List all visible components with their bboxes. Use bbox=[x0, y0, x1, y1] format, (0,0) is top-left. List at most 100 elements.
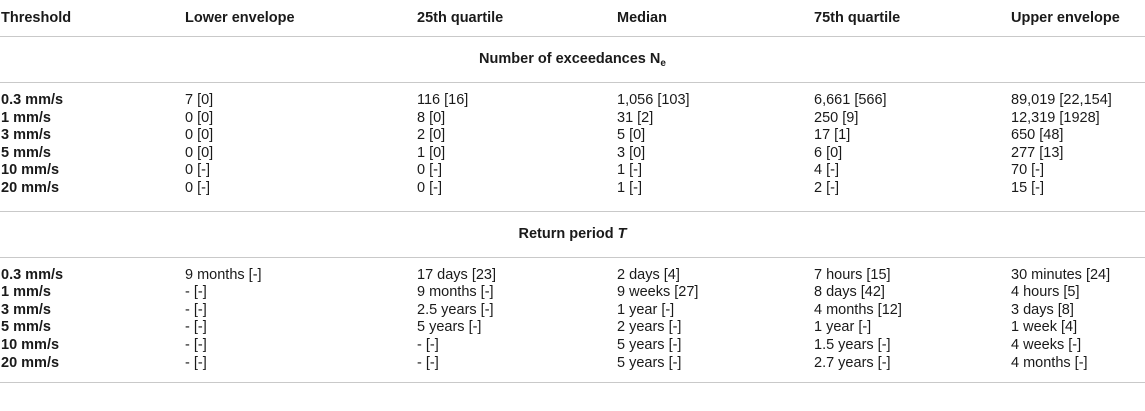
table-cell: 2 years [-] bbox=[617, 319, 682, 336]
table-cell: - [-] bbox=[417, 354, 439, 371]
table-row: 3 mm/s 0 [0] 2 [0] 5 [0] 17 [1] 650 [48] bbox=[0, 127, 1145, 145]
table-cell: 6 [0] bbox=[814, 144, 843, 161]
table-cell: 0.3 mm/s bbox=[1, 92, 64, 108]
table-cell: 5 mm/s bbox=[1, 319, 51, 336]
table-cell: 2 [0] bbox=[417, 127, 446, 144]
table-cell: 10 mm/s bbox=[1, 336, 60, 353]
table-cell: 20 mm/s bbox=[1, 179, 60, 196]
table-cell: 6,661 [566] bbox=[814, 92, 887, 108]
table-cell: 1 year [-] bbox=[814, 319, 872, 336]
table-row: 5 mm/s 0 [0] 1 [0] 3 [0] 6 [0] 277 [13] bbox=[0, 145, 1145, 163]
table-cell: 5 years [-] bbox=[617, 336, 682, 353]
table-cell: 2 days [4] bbox=[617, 266, 680, 283]
section-title-row: Number of exceedances Ne bbox=[0, 36, 1145, 83]
table-cell: 1 [-] bbox=[617, 179, 642, 196]
table-cell: 5 years [-] bbox=[617, 354, 682, 371]
table-cell: 5 mm/s bbox=[1, 144, 51, 161]
table-cell: 0 [0] bbox=[185, 144, 214, 161]
table-cell: - [-] bbox=[185, 284, 207, 301]
header-median: Median bbox=[617, 0, 814, 37]
table-row: 1 mm/s - [-] 9 months [-] 9 weeks [27] 8… bbox=[0, 284, 1145, 302]
table-cell: 15 [-] bbox=[1011, 179, 1045, 196]
table-cell: 5 [0] bbox=[617, 127, 646, 144]
table-cell: 8 [0] bbox=[417, 109, 446, 126]
header-25th-quartile: 25th quartile bbox=[417, 0, 617, 37]
table-cell: 5 years [-] bbox=[417, 319, 482, 336]
section-title-italic: T bbox=[617, 226, 627, 243]
table-row: 10 mm/s 0 [-] 0 [-] 1 [-] 4 [-] 70 [-] bbox=[0, 162, 1145, 180]
header-threshold: Threshold bbox=[0, 0, 185, 37]
table-cell: 17 days [23] bbox=[417, 266, 496, 283]
header-row: Threshold Lower envelope 25th quartile M… bbox=[0, 0, 1145, 37]
table-cell: - [-] bbox=[185, 301, 207, 318]
table-cell: - [-] bbox=[185, 319, 207, 336]
table-cell: 70 [-] bbox=[1011, 162, 1045, 179]
table-cell: 12,319 [1928] bbox=[1011, 109, 1100, 126]
table-row: 1 mm/s 0 [0] 8 [0] 31 [2] 250 [9] 12,319… bbox=[0, 110, 1145, 128]
table-cell: 650 [48] bbox=[1011, 127, 1064, 144]
table-cell: 3 [0] bbox=[617, 144, 646, 161]
table-cell: 0 [0] bbox=[185, 127, 214, 144]
table-cell: - [-] bbox=[185, 336, 207, 353]
results-table: Threshold Lower envelope 25th quartile M… bbox=[0, 0, 1145, 384]
table-cell: 0 [-] bbox=[417, 179, 442, 196]
table-cell: 0 [-] bbox=[185, 179, 210, 196]
table-cell: 1.5 years [-] bbox=[814, 336, 891, 353]
table-cell: 2.5 years [-] bbox=[417, 301, 494, 318]
table-cell: 2 [-] bbox=[814, 179, 839, 196]
table-cell: 3 mm/s bbox=[1, 127, 51, 144]
table-cell: 116 [16] bbox=[417, 92, 469, 108]
header-lower-envelope: Lower envelope bbox=[185, 0, 417, 37]
table-cell: 89,019 [22,154] bbox=[1011, 92, 1112, 108]
table-row: 0.3 mm/s 7 [0] 116 [16] 1,056 [103] 6,66… bbox=[0, 92, 1145, 110]
table-cell: 1 year [-] bbox=[617, 301, 675, 318]
table-cell: 0.3 mm/s bbox=[1, 266, 64, 283]
table-cell: 30 minutes [24] bbox=[1011, 266, 1111, 283]
table-cell: 31 [2] bbox=[617, 109, 654, 126]
table-row: 0.3 mm/s 9 months [-] 17 days [23] 2 day… bbox=[0, 267, 1145, 285]
table-cell: 0 [-] bbox=[417, 162, 442, 179]
table-cell: 20 mm/s bbox=[1, 354, 60, 371]
table-cell: 9 months [-] bbox=[417, 284, 494, 301]
table-cell: - [-] bbox=[185, 354, 207, 371]
table-cell: 17 [1] bbox=[814, 127, 851, 144]
table-cell: 7 hours [15] bbox=[814, 266, 891, 283]
table-cell: 4 months [-] bbox=[1011, 354, 1088, 371]
table-cell: 1 week [4] bbox=[1011, 319, 1078, 336]
header-75th-quartile: 75th quartile bbox=[814, 0, 1011, 37]
table-cell: 1 [-] bbox=[617, 162, 642, 179]
table-cell: 277 [13] bbox=[1011, 144, 1064, 161]
table-cell: 8 days [42] bbox=[814, 284, 885, 301]
table-cell: 1 mm/s bbox=[1, 109, 51, 126]
section-title-return-period: Return period T bbox=[0, 211, 1145, 258]
table-cell: 1,056 [103] bbox=[617, 92, 690, 108]
table-cell: 2.7 years [-] bbox=[814, 354, 891, 371]
table-cell: 7 [0] bbox=[185, 92, 214, 108]
table-cell: 9 months [-] bbox=[185, 266, 262, 283]
section-title-row: Return period T bbox=[0, 211, 1145, 258]
table-cell: 4 months [12] bbox=[814, 301, 902, 318]
table-cell: 9 weeks [27] bbox=[617, 284, 699, 301]
section-title-text: Return period bbox=[518, 226, 618, 243]
table-cell: 4 hours [5] bbox=[1011, 284, 1080, 301]
table-cell: 3 days [8] bbox=[1011, 301, 1074, 318]
table-cell: 10 mm/s bbox=[1, 162, 60, 179]
header-upper-envelope: Upper envelope bbox=[1011, 0, 1145, 37]
section-title-text: Number of exceedances N bbox=[479, 50, 661, 67]
section-title-exceedances: Number of exceedances Ne bbox=[0, 36, 1145, 83]
section-title-subscript: e bbox=[660, 57, 666, 69]
table-row: 3 mm/s - [-] 2.5 years [-] 1 year [-] 4 … bbox=[0, 302, 1145, 320]
table-cell: 4 weeks [-] bbox=[1011, 336, 1082, 353]
table-cell: 0 [-] bbox=[185, 162, 210, 179]
table-cell: 4 [-] bbox=[814, 162, 839, 179]
table-cell: - [-] bbox=[417, 336, 439, 353]
table-row: 20 mm/s - [-] - [-] 5 years [-] 2.7 year… bbox=[0, 355, 1145, 373]
table-cell: 250 [9] bbox=[814, 109, 859, 126]
table-cell: 1 mm/s bbox=[1, 284, 51, 301]
table-cell: 1 [0] bbox=[417, 144, 446, 161]
table-row: 20 mm/s 0 [-] 0 [-] 1 [-] 2 [-] 15 [-] bbox=[0, 180, 1145, 198]
table-row: 10 mm/s - [-] - [-] 5 years [-] 1.5 year… bbox=[0, 337, 1145, 355]
table-cell: 3 mm/s bbox=[1, 301, 51, 318]
table-row: 5 mm/s - [-] 5 years [-] 2 years [-] 1 y… bbox=[0, 319, 1145, 337]
table-cell: 0 [0] bbox=[185, 109, 214, 126]
